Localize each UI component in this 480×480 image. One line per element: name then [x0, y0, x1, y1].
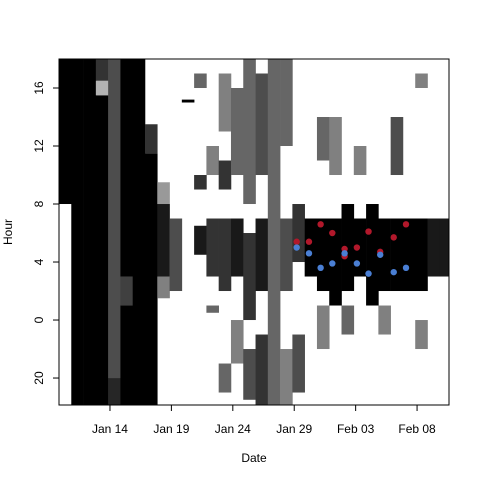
heat-cell [341, 305, 355, 335]
heat-cell [255, 73, 269, 176]
heat-cell [120, 276, 134, 306]
x-tick-label: Feb 08 [398, 422, 436, 436]
heat-cell [71, 59, 84, 405]
heat-cell [218, 160, 232, 190]
y-tick-label: 8 [32, 200, 46, 207]
heat-cell [194, 73, 207, 89]
point [353, 244, 361, 251]
heat-cell [108, 378, 121, 405]
heat-cell [415, 218, 428, 292]
heat-cell [353, 146, 367, 176]
y-tick-label: 0 [32, 316, 46, 323]
heat-cell [280, 59, 293, 147]
x-tick-label: Feb 03 [337, 422, 375, 436]
heat-cell [243, 59, 256, 205]
heat-cell [378, 218, 391, 292]
point [365, 228, 372, 235]
heat-cell [120, 305, 134, 405]
heat-cell [280, 218, 293, 292]
heat-cell [108, 59, 121, 379]
heat-cell [415, 320, 428, 350]
heat-cell [316, 117, 330, 161]
point [390, 268, 397, 276]
heat-cell [206, 218, 219, 277]
point [293, 244, 300, 251]
heat-cell [144, 153, 158, 405]
point [402, 264, 410, 272]
heat-cell [132, 59, 146, 405]
point [317, 264, 324, 272]
heat-cell [157, 276, 170, 299]
plot-frame [58, 58, 450, 406]
heat-cell [427, 218, 441, 277]
point [353, 260, 361, 267]
x-tick-label: Jan 14 [92, 422, 128, 436]
heat-cell [157, 204, 170, 277]
heat-cell [292, 204, 305, 263]
plot-area [59, 59, 449, 405]
heat-cell [230, 88, 244, 176]
heat-cell [292, 334, 305, 393]
heat-cell [255, 218, 269, 292]
heat-cell [378, 305, 391, 335]
heat-cell [218, 363, 232, 393]
heat-cell [95, 80, 109, 96]
heat-cell [181, 99, 195, 103]
point [293, 238, 300, 245]
y-tick-label: 16 [32, 81, 46, 95]
heat-cell [95, 95, 109, 405]
heat-cell [218, 73, 232, 132]
heat-cell [83, 59, 97, 405]
y-tick-label: 20 [32, 371, 46, 385]
heat-cell [194, 175, 207, 190]
heat-cell [366, 204, 379, 306]
heat-cell [402, 218, 416, 292]
heat-cell [316, 305, 330, 350]
x-axis-label: Date [241, 451, 267, 465]
x-tick-label: Jan 24 [215, 422, 251, 436]
heat-cell [230, 320, 244, 364]
heat-cell [59, 59, 72, 205]
point [377, 251, 384, 258]
heat-cell [390, 117, 404, 176]
heat-cell [243, 233, 256, 321]
point [317, 221, 324, 228]
heat-cell [169, 218, 183, 292]
heat-cell [316, 218, 330, 292]
heat-cell [329, 117, 342, 176]
point [341, 250, 348, 257]
y-tick-label: 12 [32, 139, 46, 153]
heat-cell [194, 225, 207, 255]
heat-cell [280, 349, 293, 405]
heat-cell [390, 218, 404, 292]
heat-cell [218, 218, 232, 292]
point [329, 260, 336, 267]
heat-cell [120, 59, 134, 277]
heat-cell [267, 59, 281, 405]
heat-cell [341, 204, 355, 292]
point [329, 229, 336, 237]
y-axis-label: Hour [1, 219, 15, 245]
heat-cell [255, 334, 269, 405]
heat-cell [415, 73, 428, 89]
y-tick-label: 4 [32, 258, 46, 265]
heat-cell [206, 146, 219, 176]
heat-cell [144, 124, 158, 154]
x-tick-label: Jan 29 [276, 422, 312, 436]
heat-cell [304, 218, 318, 277]
heat-cell [206, 305, 219, 313]
x-tick-label: Jan 19 [153, 422, 189, 436]
heat-cell [95, 59, 109, 81]
heat-cell [230, 218, 244, 277]
point [365, 270, 372, 277]
heat-cell [157, 182, 170, 205]
point [305, 250, 313, 257]
point [390, 234, 397, 241]
heat-cell [439, 218, 449, 277]
point [402, 221, 410, 228]
heat-cell [243, 349, 256, 400]
heat-cell [329, 218, 342, 306]
point [305, 238, 313, 245]
